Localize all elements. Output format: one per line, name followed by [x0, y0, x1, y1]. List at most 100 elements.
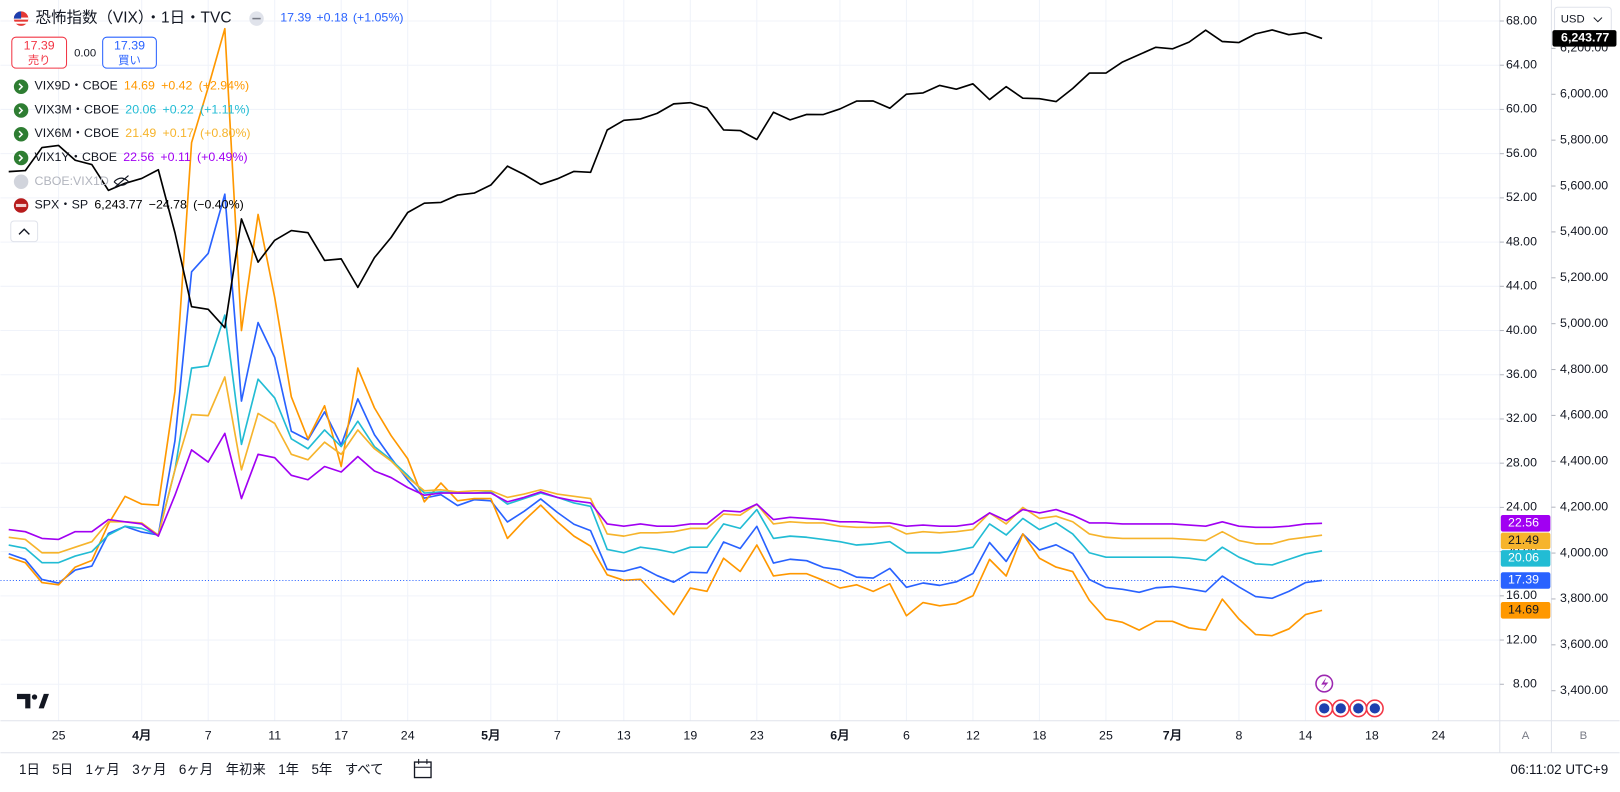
x-tick-label: 6 — [903, 729, 910, 743]
y-tick-label: 56.00 — [1506, 146, 1537, 160]
x-tick-label: 12 — [966, 729, 980, 743]
x-tick-label: 13 — [617, 729, 631, 743]
legend-entry[interactable]: SPX・SP 6,243.77 −24.78 (−0.40%) — [35, 198, 244, 212]
legend-change_pct: (+2.94%) — [199, 79, 250, 93]
price-badge-label: 14.69 — [1508, 603, 1539, 617]
sell-label: 売り — [28, 54, 51, 67]
quote-change_pct: (+1.05%) — [353, 11, 404, 25]
price-badge — [1552, 30, 1617, 47]
legend-last: 22.56 — [123, 150, 154, 164]
legend: VIX9D・CBOE 14.69 +0.42 (+2.94%) VIX3M・CBOE 20… — [13, 79, 251, 213]
y-tick-label: 40.00 — [1506, 323, 1537, 337]
y2-tick-label: 4,200.00 — [1560, 499, 1608, 513]
y2-tick-label: 4,000.00 — [1560, 545, 1608, 559]
x-tick-label: 8 — [1235, 729, 1242, 743]
legend-name[interactable]: CBOE:VIX1D — [35, 174, 109, 188]
price-badge-label: 6,243.77 — [1561, 31, 1609, 45]
y-tick-label: 52.00 — [1506, 190, 1537, 204]
y2-tick-label: 5,200.00 — [1560, 270, 1608, 284]
range-button[interactable]: 6ヶ月 — [179, 762, 213, 777]
range-button[interactable]: 3ヶ月 — [132, 762, 166, 777]
y2-tick-label: 5,400.00 — [1560, 224, 1608, 238]
overlay: 恐怖指数（VIX）・1日・TVC 17.39 +0.18 (+1.05%) 17.3… — [10, 6, 1612, 779]
x-tick-label: 19 — [683, 729, 697, 743]
legend-change: −24.78 — [149, 198, 187, 212]
x-tick-label: 23 — [750, 729, 764, 743]
x-tick-label: 25 — [1099, 729, 1113, 743]
legend-change_pct: (+1.11%) — [200, 103, 250, 117]
x-tick-label: 17 — [334, 729, 348, 743]
legend-last: 21.49 — [125, 127, 156, 141]
buy-button[interactable] — [102, 36, 157, 69]
sell-price: 17.39 — [24, 39, 55, 53]
price-badge — [1500, 532, 1551, 550]
line — [8, 27, 1323, 637]
y-tick-label: 16.00 — [1506, 588, 1537, 602]
legend-icon — [13, 174, 29, 189]
legend-icon-glyph — [18, 106, 24, 115]
y2-tick-label: 5,800.00 — [1560, 132, 1608, 146]
line — [8, 193, 1323, 600]
legend-entry[interactable]: VIX3M・CBOE 20.06 +0.22 (+1.11%) — [35, 103, 250, 117]
scale-button[interactable]: B — [1580, 730, 1588, 742]
legend-entry[interactable]: VIX9D・CBOE 14.69 +0.42 (+2.94%) — [35, 79, 250, 93]
y-tick-label: 44.00 — [1506, 279, 1537, 293]
x-tick-label: 24 — [401, 729, 415, 743]
price-badge-label: 20.06 — [1508, 551, 1539, 565]
scale-button[interactable]: A — [1522, 730, 1530, 742]
collapse-button[interactable] — [10, 220, 39, 243]
price-badge — [1500, 515, 1551, 532]
range-button[interactable]: 5日 — [52, 762, 73, 777]
y-tick-label: 12.00 — [1506, 632, 1537, 646]
line — [8, 314, 1323, 566]
flag-icon — [13, 11, 29, 26]
legend-change: +0.22 — [162, 103, 193, 117]
x-tick-label: 4月 — [132, 729, 151, 743]
symbol-title[interactable]: 恐怖指数（VIX）・1日・TVC — [36, 9, 232, 27]
grid — [0, 0, 1500, 721]
legend-entry[interactable]: VIX1Y・CBOE 22.56 +0.11 (+0.49%) — [35, 150, 248, 164]
quote-change: +0.18 — [316, 11, 347, 25]
date-range-button[interactable] — [413, 758, 432, 779]
y2-tick-label: 4,600.00 — [1560, 408, 1608, 422]
eye-off-icon[interactable] — [113, 175, 130, 189]
y-tick-label: 64.00 — [1506, 57, 1537, 71]
y-tick-label: 28.00 — [1506, 455, 1537, 469]
x-tick-label: 18 — [1365, 729, 1379, 743]
range-button[interactable]: 1年 — [278, 762, 299, 777]
currency: USD — [1561, 14, 1585, 26]
event-glyph — [1321, 677, 1329, 690]
legend-last: 6,243.77 — [94, 198, 142, 212]
y2-tick-label: 3,600.00 — [1560, 637, 1608, 651]
x-tick-label: 7 — [554, 729, 561, 743]
legend-change: +0.42 — [161, 79, 192, 93]
range-button[interactable]: 年初来 — [226, 762, 266, 777]
x-tick-label: 5月 — [481, 729, 500, 743]
legend-name: SPX・SP — [35, 198, 89, 212]
sell-button[interactable] — [11, 36, 68, 69]
buy-price: 17.39 — [114, 39, 145, 53]
range-button[interactable]: 1ヶ月 — [86, 762, 120, 777]
x-tick-label: 11 — [268, 729, 281, 743]
legend-name: VIX1Y・CBOE — [35, 150, 118, 164]
x-tick-label: 7月 — [1163, 729, 1182, 743]
quote-last: 17.39 — [280, 11, 311, 25]
legend-entry[interactable]: VIX6M・CBOE 21.49 +0.17 (+0.80%) — [35, 127, 251, 141]
range-button[interactable]: すべて — [345, 762, 384, 777]
legend-last: 20.06 — [125, 103, 156, 117]
economic-events[interactable] — [1315, 699, 1384, 718]
range-button[interactable]: 5年 — [311, 762, 332, 777]
collapse-icon — [18, 228, 30, 235]
range-button[interactable]: 1日 — [19, 762, 40, 777]
price-badge — [1500, 550, 1551, 567]
clock[interactable]: 06:11:02 UTC+9 — [1510, 762, 1608, 777]
y2-tick-label: 5,000.00 — [1560, 316, 1608, 330]
legend-change_pct: (−0.40%) — [193, 198, 244, 212]
legend-change: +0.17 — [162, 127, 193, 141]
legend-icon-glyph — [18, 154, 24, 162]
legend-icon-glyph — [15, 203, 27, 208]
y-tick-label: 8.00 — [1513, 677, 1537, 691]
spread: 0.00 — [74, 48, 96, 60]
